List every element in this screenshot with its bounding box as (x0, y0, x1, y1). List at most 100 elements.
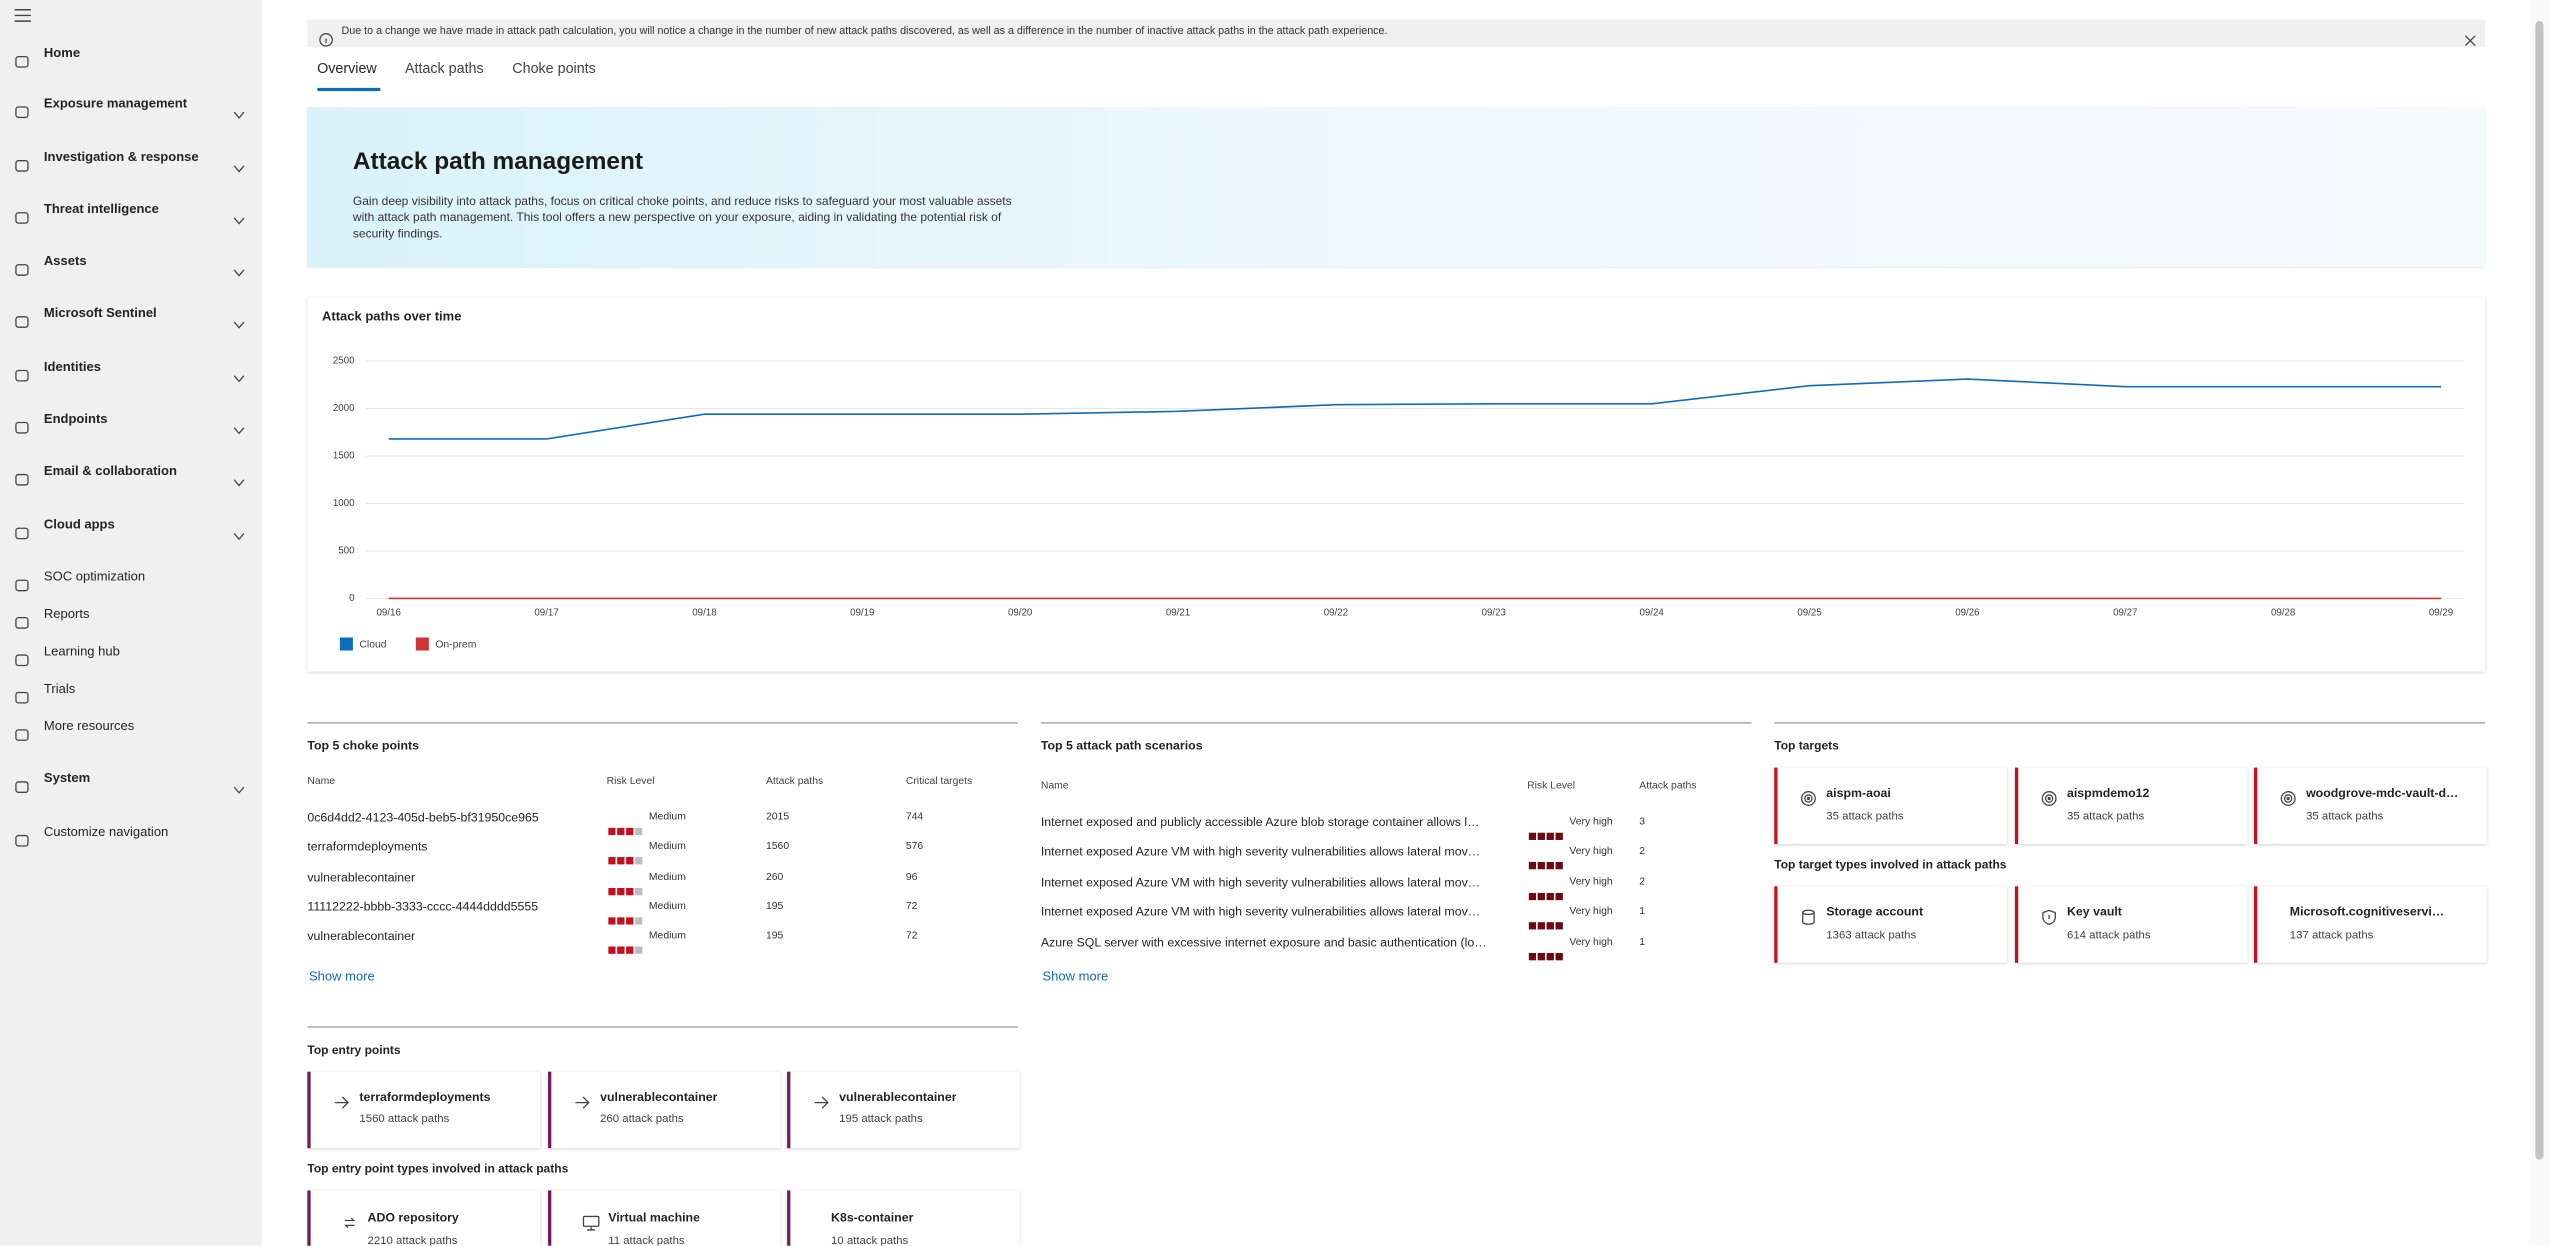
risk-level: Very high (1569, 816, 1613, 828)
nav-icon (15, 646, 30, 667)
scrollbar-thumb[interactable] (2535, 21, 2544, 1160)
nav-item[interactable]: Reports (0, 598, 262, 631)
nav-item[interactable]: Threat intelligence (0, 194, 262, 227)
nav-item[interactable]: Email & collaboration (0, 455, 262, 488)
card-icon (1800, 904, 1818, 925)
tab[interactable]: Choke points (512, 60, 596, 77)
nav-item[interactable]: Cloud apps (0, 509, 262, 542)
section-title: Top 5 choke points (307, 738, 419, 754)
nav-item[interactable]: Investigation & response (0, 141, 262, 174)
table-row[interactable]: Internet exposed Azure VM with high seve… (1041, 839, 1752, 869)
card[interactable]: terraformdeployments 1560 attack paths (307, 1071, 540, 1149)
legend-swatch[interactable] (339, 637, 353, 651)
card[interactable]: Key vault 614 attack paths (2014, 886, 2248, 963)
cell-value: 260 (765, 871, 784, 883)
nav-item[interactable]: Customize navigation (0, 816, 262, 849)
table-row[interactable]: Azure SQL server with excessive internet… (1041, 930, 1752, 960)
section-title: Top target types involved in attack path… (1774, 857, 2007, 872)
y-tick-label: 2000 (333, 403, 355, 414)
nav-label: Threat intelligence (43, 201, 159, 216)
nav-item[interactable]: Exposure management (0, 88, 262, 121)
nav-item[interactable]: More resources (0, 711, 262, 744)
risk-level: Very high (1569, 876, 1613, 888)
nav-item[interactable]: SOC optimization (0, 561, 262, 594)
card[interactable]: aispm-aoai 35 attack paths (1774, 767, 2007, 845)
section-title: Top targets (1774, 738, 1839, 754)
nav-label: Email & collaboration (43, 463, 177, 478)
card-count: 260 attack paths (600, 1114, 684, 1127)
x-tick-label: 09/28 (2271, 608, 2295, 619)
card[interactable]: aispmdemo12 35 attack paths (2014, 767, 2248, 845)
card-icon (2041, 785, 2059, 806)
nav-icon (15, 465, 30, 486)
nav-item[interactable]: Identities (0, 351, 262, 384)
table-row[interactable]: 11112222-bbbb-3333-cccc-4444dddd5555 Medi… (307, 894, 1018, 924)
left-navigation: Home Exposure management Investigation & r… (0, 0, 262, 1246)
card[interactable]: vulnerablecontainer 260 attack paths (548, 1071, 781, 1149)
risk-level: Medium (648, 811, 686, 823)
card[interactable]: ADO repository 2210 attack paths (307, 1190, 540, 1246)
legend-label[interactable]: Cloud (359, 640, 386, 651)
card[interactable]: K8s-container 10 attack paths (787, 1190, 1020, 1246)
card-count: 35 attack paths (2067, 812, 2145, 824)
tab[interactable]: Attack paths (404, 60, 484, 77)
section-divider (1040, 722, 1752, 724)
cell-value: 72 (905, 929, 918, 942)
nav-icon (15, 151, 30, 172)
tab[interactable]: Overview (317, 60, 377, 77)
hero-description: Gain deep visibility into attack paths, … (352, 193, 1012, 241)
nav-chevron (233, 309, 246, 329)
table-row[interactable]: vulnerablecontainer Medium 195 72 (307, 924, 1018, 954)
close-banner[interactable] (2464, 26, 2477, 46)
table-row[interactable]: 0c6d4dd2-4123-405d-beb5-bf31950ce965 Medi… (307, 805, 1018, 835)
card[interactable]: Virtual machine 11 attack paths (548, 1190, 781, 1246)
nav-icon (15, 772, 30, 793)
cell-value: 1560 (765, 840, 790, 852)
scrollbar[interactable] (2530, 0, 2550, 1246)
risk-icon (608, 903, 644, 924)
cell-value: 744 (905, 811, 924, 823)
nav-item[interactable]: Endpoints (0, 403, 262, 436)
menu-button[interactable] (13, 8, 33, 23)
risk-level: Medium (648, 840, 686, 852)
risk-icon (1528, 819, 1565, 840)
card-icon (574, 1090, 592, 1109)
nav-chevron (233, 774, 246, 794)
card-label: aispmdemo12 (2067, 785, 2150, 801)
card-count: 10 attack paths (831, 1236, 909, 1246)
legend-label[interactable]: On-prem (435, 640, 476, 651)
table-row[interactable]: Internet exposed Azure VM with high seve… (1041, 899, 1752, 929)
card[interactable]: Microsoft.cognitiveservi… 137 attack path… (2254, 886, 2487, 963)
table-row[interactable]: vulnerablecontainer Medium 260 96 (307, 865, 1018, 895)
table-row[interactable]: terraformdeployments Medium 1560 576 (307, 834, 1018, 864)
legend-swatch[interactable] (415, 637, 429, 651)
show-more-link[interactable]: Show more (1042, 968, 1109, 984)
nav-label: Assets (43, 253, 87, 269)
table-row[interactable]: Internet exposed Azure VM with high seve… (1041, 870, 1752, 900)
column-header: Attack paths (1639, 780, 1697, 792)
table-row[interactable]: Internet exposed and publicly accessible… (1040, 810, 1752, 840)
card-icon (333, 1090, 351, 1109)
card[interactable]: woodgrove-mdc-vault-d… 35 attack paths (2254, 767, 2487, 845)
nav-label: Microsoft Sentinel (43, 305, 157, 321)
card-count: 11 attack paths (608, 1236, 685, 1246)
nav-item[interactable]: Trials (0, 673, 262, 706)
nav-item[interactable]: Learning hub (0, 636, 262, 669)
card[interactable]: Storage account 1363 attack paths (1774, 886, 2007, 963)
nav-item[interactable]: Home (0, 37, 262, 70)
card-count: 35 attack paths (2306, 812, 2384, 824)
nav-chevron (233, 99, 246, 119)
risk-level: Very high (1569, 936, 1613, 948)
nav-icon (15, 307, 30, 328)
card[interactable]: vulnerablecontainer 195 attack paths (787, 1071, 1020, 1149)
nav-item[interactable]: Microsoft Sentinel (0, 298, 262, 331)
nav-item[interactable]: System (0, 763, 262, 796)
cell-value: 2015 (765, 811, 790, 823)
column-header: Critical targets (905, 775, 973, 787)
row-name: Internet exposed and publicly accessible… (1040, 814, 1480, 830)
cell-value: 1 (1639, 936, 1646, 948)
show-more-link[interactable]: Show more (308, 968, 375, 984)
nav-item[interactable]: Assets (0, 246, 262, 279)
card-icon (813, 1090, 831, 1109)
